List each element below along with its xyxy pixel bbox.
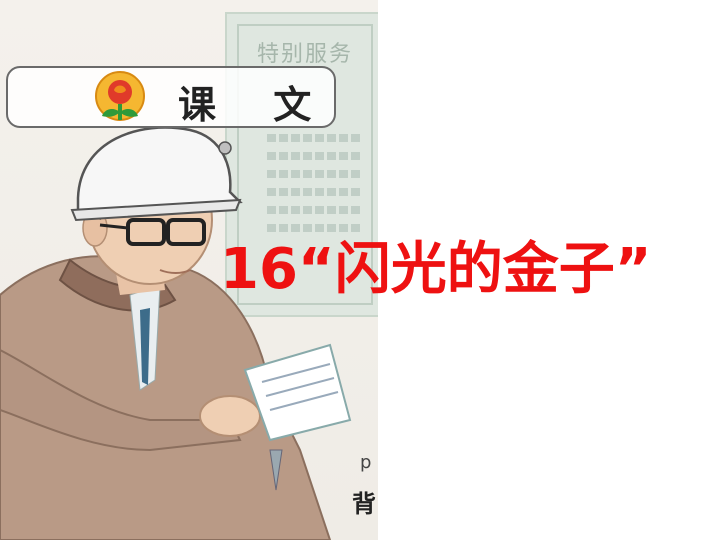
worker-figure (0, 126, 352, 540)
certificate-title: 特别服务 (257, 42, 354, 67)
lesson-illustration: 特别服务 (0, 0, 378, 540)
paper-sheet (243, 343, 352, 442)
flower-sprout-logo-icon (95, 71, 145, 121)
lesson-banner: 课 文 (6, 66, 336, 128)
certificate-frame (237, 24, 373, 305)
hard-hat-brim (70, 198, 242, 222)
certificate-text-line (267, 170, 362, 178)
necktie (140, 308, 150, 385)
certificate-text-line (267, 224, 362, 232)
page-fragment-top: p (360, 452, 372, 473)
certificate-text-line (267, 188, 362, 196)
certificate-text-line (267, 152, 362, 160)
lesson-type-label: 课 文 (178, 83, 334, 127)
glasses-lens-left (126, 218, 166, 246)
hard-hat (76, 126, 243, 217)
certificate-text-line (267, 206, 362, 214)
certificate-text-line (267, 134, 362, 142)
page-fragment-bottom: 背 (352, 490, 376, 518)
lesson-title: 16“闪光的金子” (220, 237, 652, 302)
certificate-board: 特别服务 (225, 12, 378, 317)
glasses-lens-right (166, 218, 206, 246)
hand-left (199, 395, 261, 437)
keys (269, 449, 283, 491)
